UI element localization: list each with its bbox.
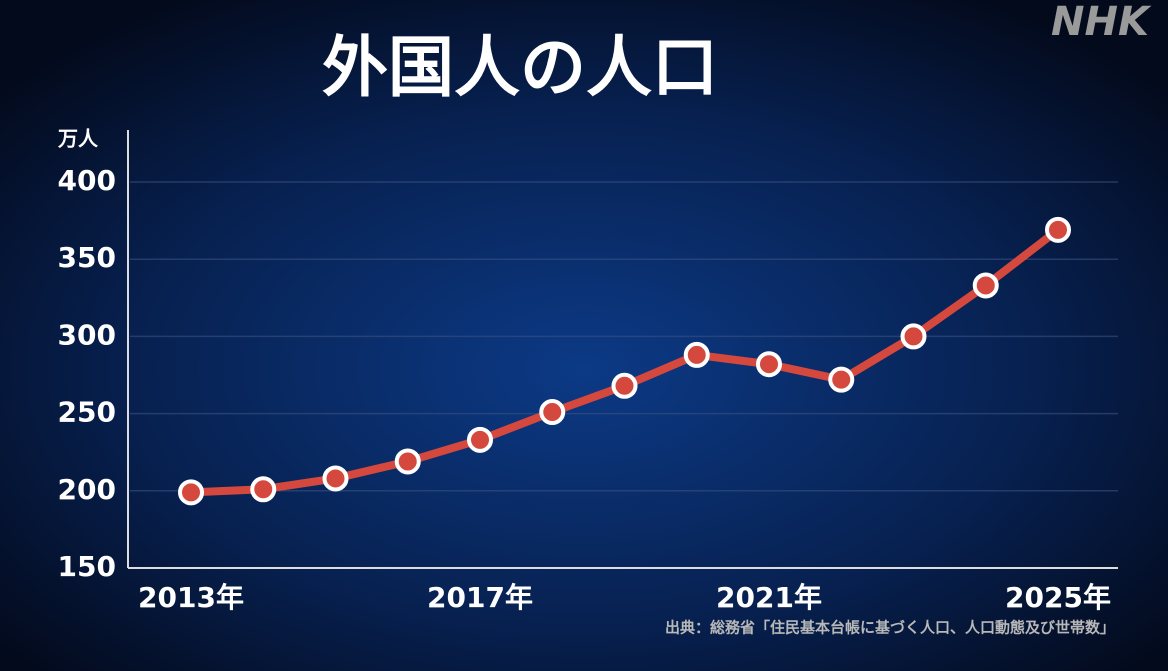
data-point: [1045, 216, 1071, 243]
y-tick-label: 400: [58, 164, 116, 197]
data-point: [250, 476, 277, 503]
data-point: [683, 341, 710, 368]
data-point: [900, 323, 927, 350]
y-tick-label: 150: [58, 550, 116, 583]
x-tick-label: 2017年: [427, 581, 533, 614]
data-point: [972, 272, 999, 299]
y-axis-unit: 万人: [57, 127, 99, 151]
y-tick-label: 250: [58, 396, 116, 429]
data-point: [394, 448, 421, 475]
data-point: [611, 372, 638, 399]
y-tick-label: 350: [58, 241, 116, 274]
x-tick-label: 2021年: [716, 581, 822, 614]
source-note: 出典：総務省「住民基本台帳に基づく人口、人口動態及び世帯数」: [665, 619, 1115, 637]
data-point: [467, 426, 493, 453]
x-tick-label: 2025年: [1005, 581, 1111, 614]
x-tick-label: 2013年: [138, 581, 244, 614]
logo: NHK: [1051, 0, 1152, 45]
y-tick-label: 200: [58, 473, 116, 506]
data-point: [178, 479, 204, 506]
data-point: [539, 399, 566, 426]
chart-title: 外国人の人口: [322, 29, 718, 106]
data-point: [322, 465, 349, 492]
data-point: [756, 351, 782, 378]
data-point: [828, 366, 855, 393]
y-tick-label: 300: [58, 318, 116, 351]
